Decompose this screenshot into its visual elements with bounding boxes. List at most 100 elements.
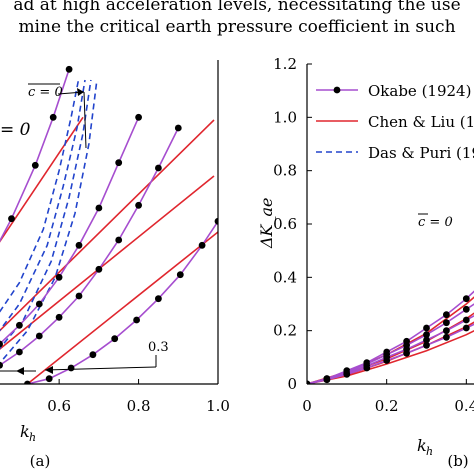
- series-line-a-11: [27, 220, 218, 384]
- y-tick-label: 1.2: [273, 55, 297, 73]
- data-point: [89, 351, 97, 359]
- data-point: [8, 215, 15, 223]
- x-tick-label: 0.6: [47, 397, 71, 415]
- panel-a-ticks: 0.40.60.81.0: [47, 379, 230, 415]
- x-tick-label: 0: [302, 397, 312, 415]
- panel-a-c-zero-label: c = 0: [28, 85, 63, 100]
- data-point: [49, 113, 57, 121]
- data-point: [343, 371, 351, 378]
- data-point: [155, 164, 162, 172]
- data-point: [95, 265, 103, 273]
- y-tick-label: 0.8: [273, 162, 297, 180]
- legend-okabe-label: Okabe (1924): [368, 82, 471, 100]
- series-line-a-0: [0, 116, 84, 243]
- data-point: [176, 271, 184, 279]
- y-tick-label: 0.6: [273, 215, 297, 233]
- panel-a-c-03-pointer: [44, 366, 157, 371]
- data-point: [214, 217, 218, 225]
- panel-b-label: (b): [447, 452, 468, 470]
- data-point: [423, 331, 430, 339]
- data-point: [423, 341, 430, 349]
- legend-das-label: Das & Puri (19: [368, 144, 474, 162]
- data-point: [0, 340, 3, 348]
- data-point: [35, 332, 43, 340]
- data-point: [95, 204, 103, 212]
- panel-a-left-arrowhead: [16, 367, 24, 375]
- series-line-a-7: [0, 79, 98, 365]
- data-point: [67, 364, 75, 372]
- series-line-a-2: [0, 175, 215, 350]
- panel-b-ticks: 0 0.2 0.4 0 0.2 0.4 0.6 0.8 1.0 1.2: [273, 55, 474, 415]
- y-tick-label: 1.0: [273, 108, 297, 126]
- data-point: [443, 333, 450, 341]
- data-point: [0, 361, 3, 369]
- y-tick-label: 0.2: [273, 322, 297, 340]
- panel-b-xlabel-sub: h: [426, 445, 433, 458]
- data-point: [16, 321, 23, 329]
- data-point: [31, 161, 39, 169]
- series-line-a-3: [26, 231, 218, 384]
- data-point: [443, 327, 450, 335]
- panel-b: 0 0.2 0.4 0 0.2 0.4 0.6 0.8 1.0 1.2 ΔK_ae k h (b)…: [257, 55, 474, 470]
- panel-b-c-zero-label: c = 0: [418, 215, 453, 230]
- panel-a-phi-note: = 0: [0, 120, 31, 140]
- header-line-2: mine the critical earth pressure coeffic…: [18, 17, 455, 37]
- data-point: [133, 316, 141, 324]
- x-tick-label: 0.4: [454, 397, 474, 415]
- panel-a-c-zero-arrowhead: [77, 88, 84, 96]
- plot-area-a: [0, 65, 218, 384]
- data-point: [462, 295, 470, 303]
- header-line-1: ad at high acceleration levels, necessit…: [13, 0, 460, 15]
- data-point: [423, 324, 430, 332]
- y-tick-label: 0: [287, 375, 297, 393]
- data-point: [24, 380, 31, 384]
- data-point: [403, 349, 410, 357]
- panel-b-ylabel: ΔK_ae: [257, 197, 276, 249]
- data-point: [75, 241, 83, 249]
- data-point: [155, 295, 162, 303]
- data-point: [65, 65, 73, 73]
- data-point: [363, 364, 371, 372]
- legend-okabe-marker: [333, 86, 341, 94]
- data-point: [135, 201, 143, 209]
- data-point: [115, 159, 123, 167]
- data-point: [55, 273, 63, 281]
- data-point: [462, 324, 470, 332]
- series-line-b-1: [307, 312, 474, 384]
- y-tick-label: 0.4: [273, 268, 297, 286]
- data-point: [75, 292, 83, 300]
- data-point: [462, 305, 470, 313]
- data-point: [323, 376, 331, 384]
- series-line-a-1: [0, 119, 215, 332]
- panel-a-marks: [0, 65, 218, 384]
- panel-a-c-zero-drop: [83, 91, 87, 149]
- x-tick-label: 1.0: [206, 397, 230, 415]
- panel-a-xlabel-var: k: [20, 422, 30, 441]
- panel-a: 0.40.60.81.0 c = 0 = 0 0.3 k h (a): [0, 60, 230, 470]
- data-point: [55, 313, 63, 321]
- panel-b-xlabel-var: k: [417, 436, 427, 455]
- panel-a-label: (a): [30, 452, 51, 470]
- series-line-a-4: [0, 77, 80, 313]
- data-point: [16, 348, 23, 356]
- data-point: [135, 113, 143, 121]
- plot-area-b: [307, 290, 474, 384]
- data-point: [174, 124, 182, 132]
- panel-b-marks: [307, 290, 474, 384]
- data-point: [198, 241, 206, 249]
- data-point: [383, 357, 391, 364]
- data-point: [111, 335, 119, 343]
- panel-a-c-03-arrowhead: [45, 366, 53, 374]
- data-point: [462, 316, 470, 324]
- x-tick-label: 0.2: [375, 397, 399, 415]
- series-line-a-5: [0, 79, 86, 332]
- data-point: [115, 236, 123, 244]
- series-line-a-6: [0, 79, 92, 350]
- data-point: [307, 380, 311, 384]
- data-point: [45, 375, 53, 383]
- legend-chen-label: Chen & Liu (19: [368, 113, 474, 131]
- data-point: [443, 311, 450, 319]
- panel-a-xlabel-sub: h: [29, 431, 36, 444]
- data-point: [443, 319, 450, 327]
